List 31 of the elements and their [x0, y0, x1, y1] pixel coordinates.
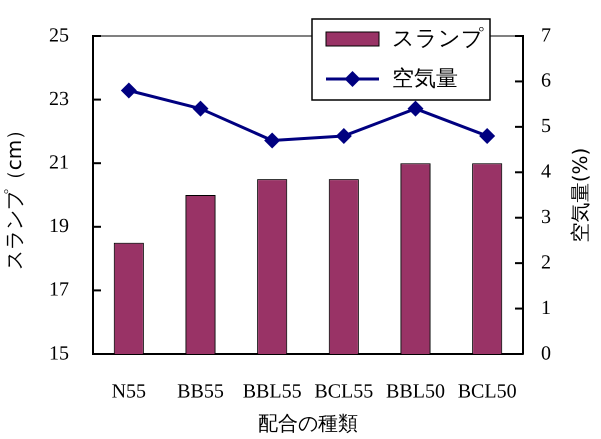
y-tick-label: 23 [49, 88, 69, 110]
y2-tick-label: 3 [541, 206, 551, 228]
y2-tick-label: 5 [541, 115, 551, 138]
y-axis-title: スランプ（cm） [2, 120, 26, 270]
point [336, 128, 352, 144]
y-tick-label: 17 [49, 278, 69, 301]
x-tick-label: BBL55 [242, 380, 302, 402]
y2-axis-title: 空気量(%) [568, 148, 592, 242]
x-tick-label: BCL50 [458, 380, 517, 402]
legend-label: スランプ [392, 26, 484, 52]
y-tick-label: 19 [49, 215, 69, 238]
point [264, 132, 280, 148]
y2-tick-label: 7 [541, 24, 551, 46]
y2-tick-label: 2 [541, 251, 551, 274]
x-tick-label: BCL55 [314, 380, 374, 402]
y-tick-label: 25 [49, 24, 69, 46]
x-axis-title: 配合の種類 [258, 411, 358, 436]
x-tick-label: BBL50 [386, 380, 445, 402]
point [120, 82, 137, 99]
y-tick-label: 21 [49, 151, 69, 174]
y2-tick-label: 0 [541, 342, 551, 364]
point [408, 100, 424, 117]
x-tick-label: BB55 [177, 380, 224, 402]
legend-label: 空気量 [392, 66, 458, 92]
y2-tick-label: 1 [541, 296, 551, 319]
point [479, 128, 496, 144]
y2-tick-label: 4 [541, 160, 551, 183]
y2-tick-label: 6 [541, 70, 551, 92]
point [192, 100, 208, 117]
y-tick-label: 15 [49, 342, 69, 364]
x-tick-label: N55 [112, 380, 146, 402]
